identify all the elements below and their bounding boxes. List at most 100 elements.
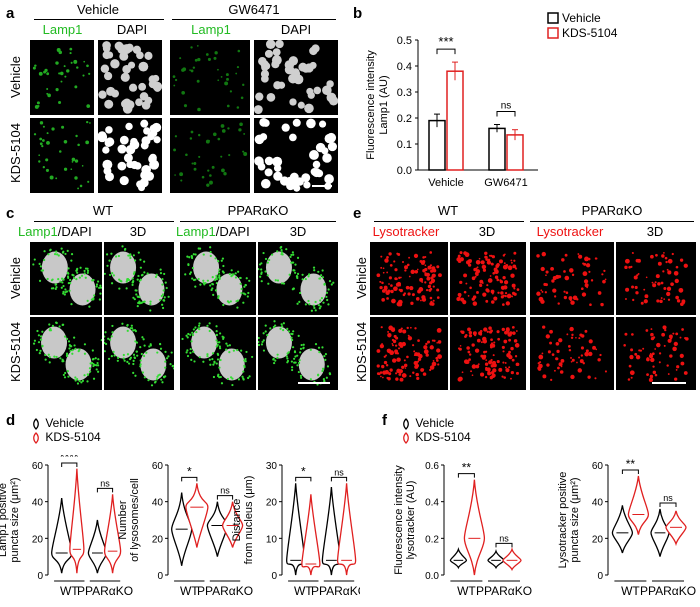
lamp1-puncta: [300, 376, 303, 379]
panel-c-col-3d: 3D: [129, 224, 147, 239]
lamp1-puncta: [215, 333, 218, 336]
lamp1-puncta: [67, 340, 71, 343]
lamp1-puncta: [212, 363, 215, 366]
lysotracker-puncta: [643, 299, 648, 304]
x-tick-label: WT: [60, 584, 79, 598]
lamp1-puncta: [297, 370, 300, 374]
lamp1-puncta: [103, 350, 106, 353]
nucleus: [272, 48, 281, 57]
lamp1-puncta: [321, 369, 324, 373]
significance-bracket: [330, 476, 348, 482]
lysotracker-puncta: [666, 268, 669, 271]
violin-kds: [336, 483, 357, 576]
lysotracker-puncta: [515, 362, 520, 367]
lysotracker-puncta: [557, 366, 560, 370]
lysotracker-puncta: [545, 334, 550, 339]
lysotracker-puncta: [516, 288, 520, 291]
column-divider: [94, 40, 98, 193]
lamp1-puncta: [111, 324, 114, 328]
lysotracker-puncta: [379, 344, 385, 349]
lamp1-puncta: [216, 352, 219, 355]
puncta: [55, 88, 59, 92]
lamp1-puncta: [185, 351, 188, 354]
lamp1-puncta: [127, 254, 130, 257]
lamp1-puncta: [321, 276, 325, 279]
lamp1-puncta: [280, 245, 283, 249]
lamp1-puncta: [296, 302, 299, 305]
nucleus: [303, 181, 311, 189]
lamp1-puncta: [163, 272, 166, 276]
nucleus: [144, 51, 153, 60]
lysotracker-puncta: [560, 358, 565, 363]
lysotracker-puncta: [414, 327, 417, 330]
nucleus: [289, 133, 297, 142]
nucleus: [140, 141, 149, 150]
cell-nucleus: [300, 273, 327, 306]
nucleus: [272, 156, 283, 167]
lysotracker-puncta: [508, 354, 513, 360]
lamp1-puncta: [108, 273, 112, 277]
column-divider: [162, 40, 170, 193]
lysotracker-puncta: [421, 297, 427, 302]
lamp1-puncta: [47, 353, 50, 356]
lysotracker-puncta: [648, 377, 653, 383]
puncta: [39, 137, 43, 141]
lamp1-puncta: [189, 271, 193, 274]
lamp1-puncta: [262, 332, 265, 335]
lamp1-puncta: [164, 360, 167, 363]
puncta: [32, 66, 36, 70]
x-tick-label: PPARαKO: [77, 584, 133, 598]
puncta: [194, 58, 198, 62]
significance-label: ns: [499, 533, 509, 543]
lamp1-puncta: [110, 355, 113, 358]
lamp1-puncta: [264, 324, 267, 327]
significance-bracket: [621, 469, 639, 474]
lamp1-puncta: [273, 320, 276, 323]
lysotracker-puncta: [425, 353, 429, 357]
lysotracker-puncta: [401, 365, 405, 369]
y-axis-label: Lysotracker positive: [557, 472, 569, 569]
lysotracker-puncta: [476, 338, 481, 343]
lamp1-puncta: [108, 259, 111, 262]
lamp1-puncta: [318, 277, 321, 280]
y-tick-label: 10: [266, 534, 278, 545]
puncta: [45, 168, 50, 172]
lamp1-puncta: [189, 347, 192, 351]
lysotracker-puncta: [648, 354, 654, 359]
legend-swatch: [547, 27, 559, 39]
lamp1-puncta: [197, 324, 201, 327]
lysotracker-puncta: [432, 268, 437, 273]
puncta: [77, 187, 80, 190]
lysotracker-puncta: [396, 281, 402, 287]
lamp1-puncta: [170, 351, 173, 354]
lysotracker-puncta: [508, 366, 511, 369]
lamp1-puncta: [197, 277, 200, 281]
lamp1-puncta: [296, 364, 299, 367]
panel-e-row-vehicle: Vehicle: [354, 257, 369, 299]
lysotracker-puncta: [388, 276, 392, 280]
lysotracker-puncta: [652, 283, 657, 288]
lysotracker-puncta: [633, 275, 638, 280]
nucleus: [130, 160, 139, 170]
lamp1-puncta: [210, 288, 213, 292]
significance-bracket: [457, 473, 475, 478]
lamp1-puncta: [276, 250, 279, 253]
lamp1-puncta: [208, 329, 211, 333]
lamp1-puncta: [53, 253, 57, 256]
lamp1-puncta: [80, 381, 83, 384]
lamp1-puncta: [89, 362, 92, 365]
lamp1-puncta: [302, 347, 305, 350]
lamp1-puncta: [38, 262, 41, 265]
lamp1-puncta: [145, 351, 148, 354]
puncta: [192, 66, 196, 69]
lamp1-puncta: [244, 284, 247, 287]
lamp1-puncta: [44, 358, 47, 361]
x-tick-label: Vehicle: [428, 177, 463, 189]
lysotracker-puncta: [492, 363, 497, 368]
puncta: [190, 46, 193, 49]
lysotracker-puncta: [480, 341, 483, 344]
lysotracker-puncta: [557, 302, 560, 305]
lamp1-puncta: [73, 336, 76, 339]
lamp1-puncta: [139, 365, 142, 368]
